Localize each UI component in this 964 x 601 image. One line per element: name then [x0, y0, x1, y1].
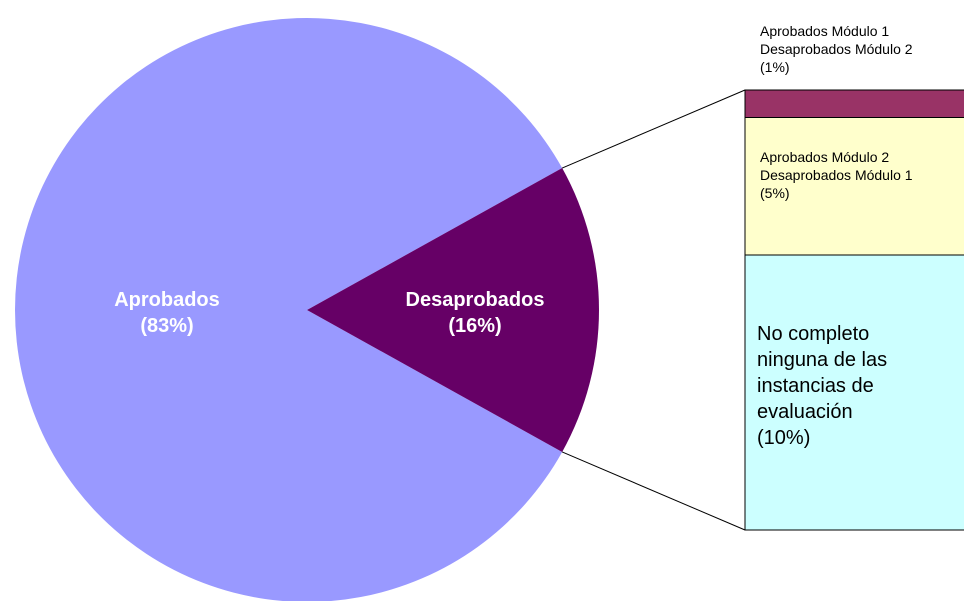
pie-value-label: (16%) [448, 315, 502, 337]
pie-slice [307, 168, 599, 452]
bar-value-label: (5%) [760, 184, 790, 201]
pie-label: Desaprobados [405, 289, 545, 311]
bar-label: Aprobados Módulo 2 Desaprobados Módulo 1 [760, 148, 913, 183]
bar-label: No completo ninguna de las instancias de… [757, 323, 888, 423]
bar-label: Aprobados Módulo 1 Desaprobados Módulo 2 [760, 23, 913, 57]
bar-value-label: (1%) [760, 59, 790, 75]
connector-line [561, 451, 746, 531]
bar-segment [744, 254, 964, 531]
bar-segment [744, 89, 964, 118]
pie-slice [15, 18, 563, 601]
connector-line [561, 89, 746, 169]
bar-value-label: (10%) [757, 427, 811, 449]
pie-value-label: (83%) [140, 315, 194, 337]
pie-label: Aprobados [114, 289, 220, 311]
